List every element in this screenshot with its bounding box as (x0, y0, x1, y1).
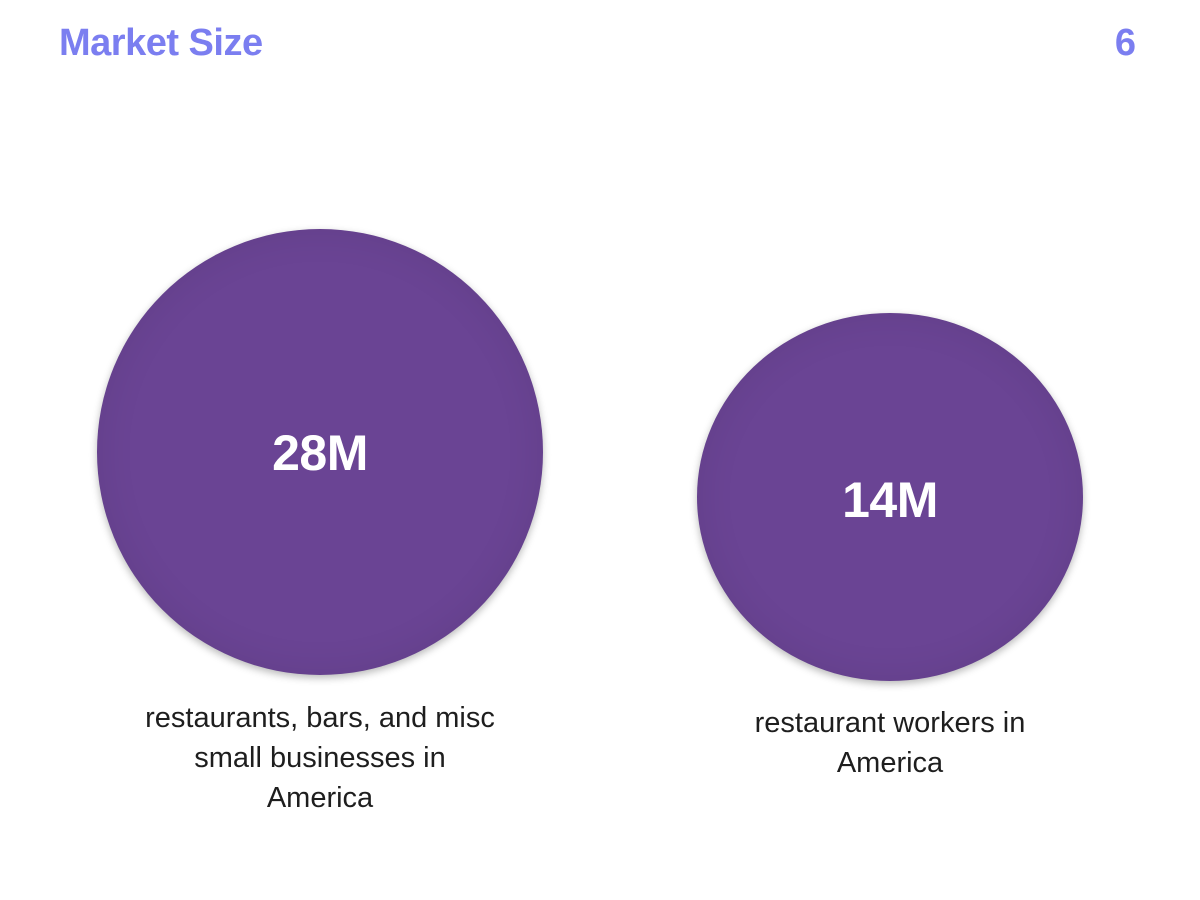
market-value-28m: 28M (272, 425, 368, 481)
market-circle-restaurant-workers: 14M (697, 313, 1083, 681)
caption-line: America (266, 782, 374, 814)
market-value-14m: 14M (842, 472, 938, 528)
caption-restaurants-bars: restaurants, bars, and misc small busine… (70, 698, 570, 818)
caption-line: small businesses in (194, 742, 446, 774)
caption-line: restaurant workers in (754, 707, 1026, 739)
caption-line: restaurants, bars, and misc (145, 702, 495, 734)
caption-line: America (836, 747, 944, 779)
caption-restaurant-workers: restaurant workers in America (680, 703, 1100, 783)
market-circle-restaurants-bars: 28M (97, 229, 543, 675)
page-number: 6 (1114, 22, 1136, 64)
slide-title: Market Size (59, 22, 263, 64)
